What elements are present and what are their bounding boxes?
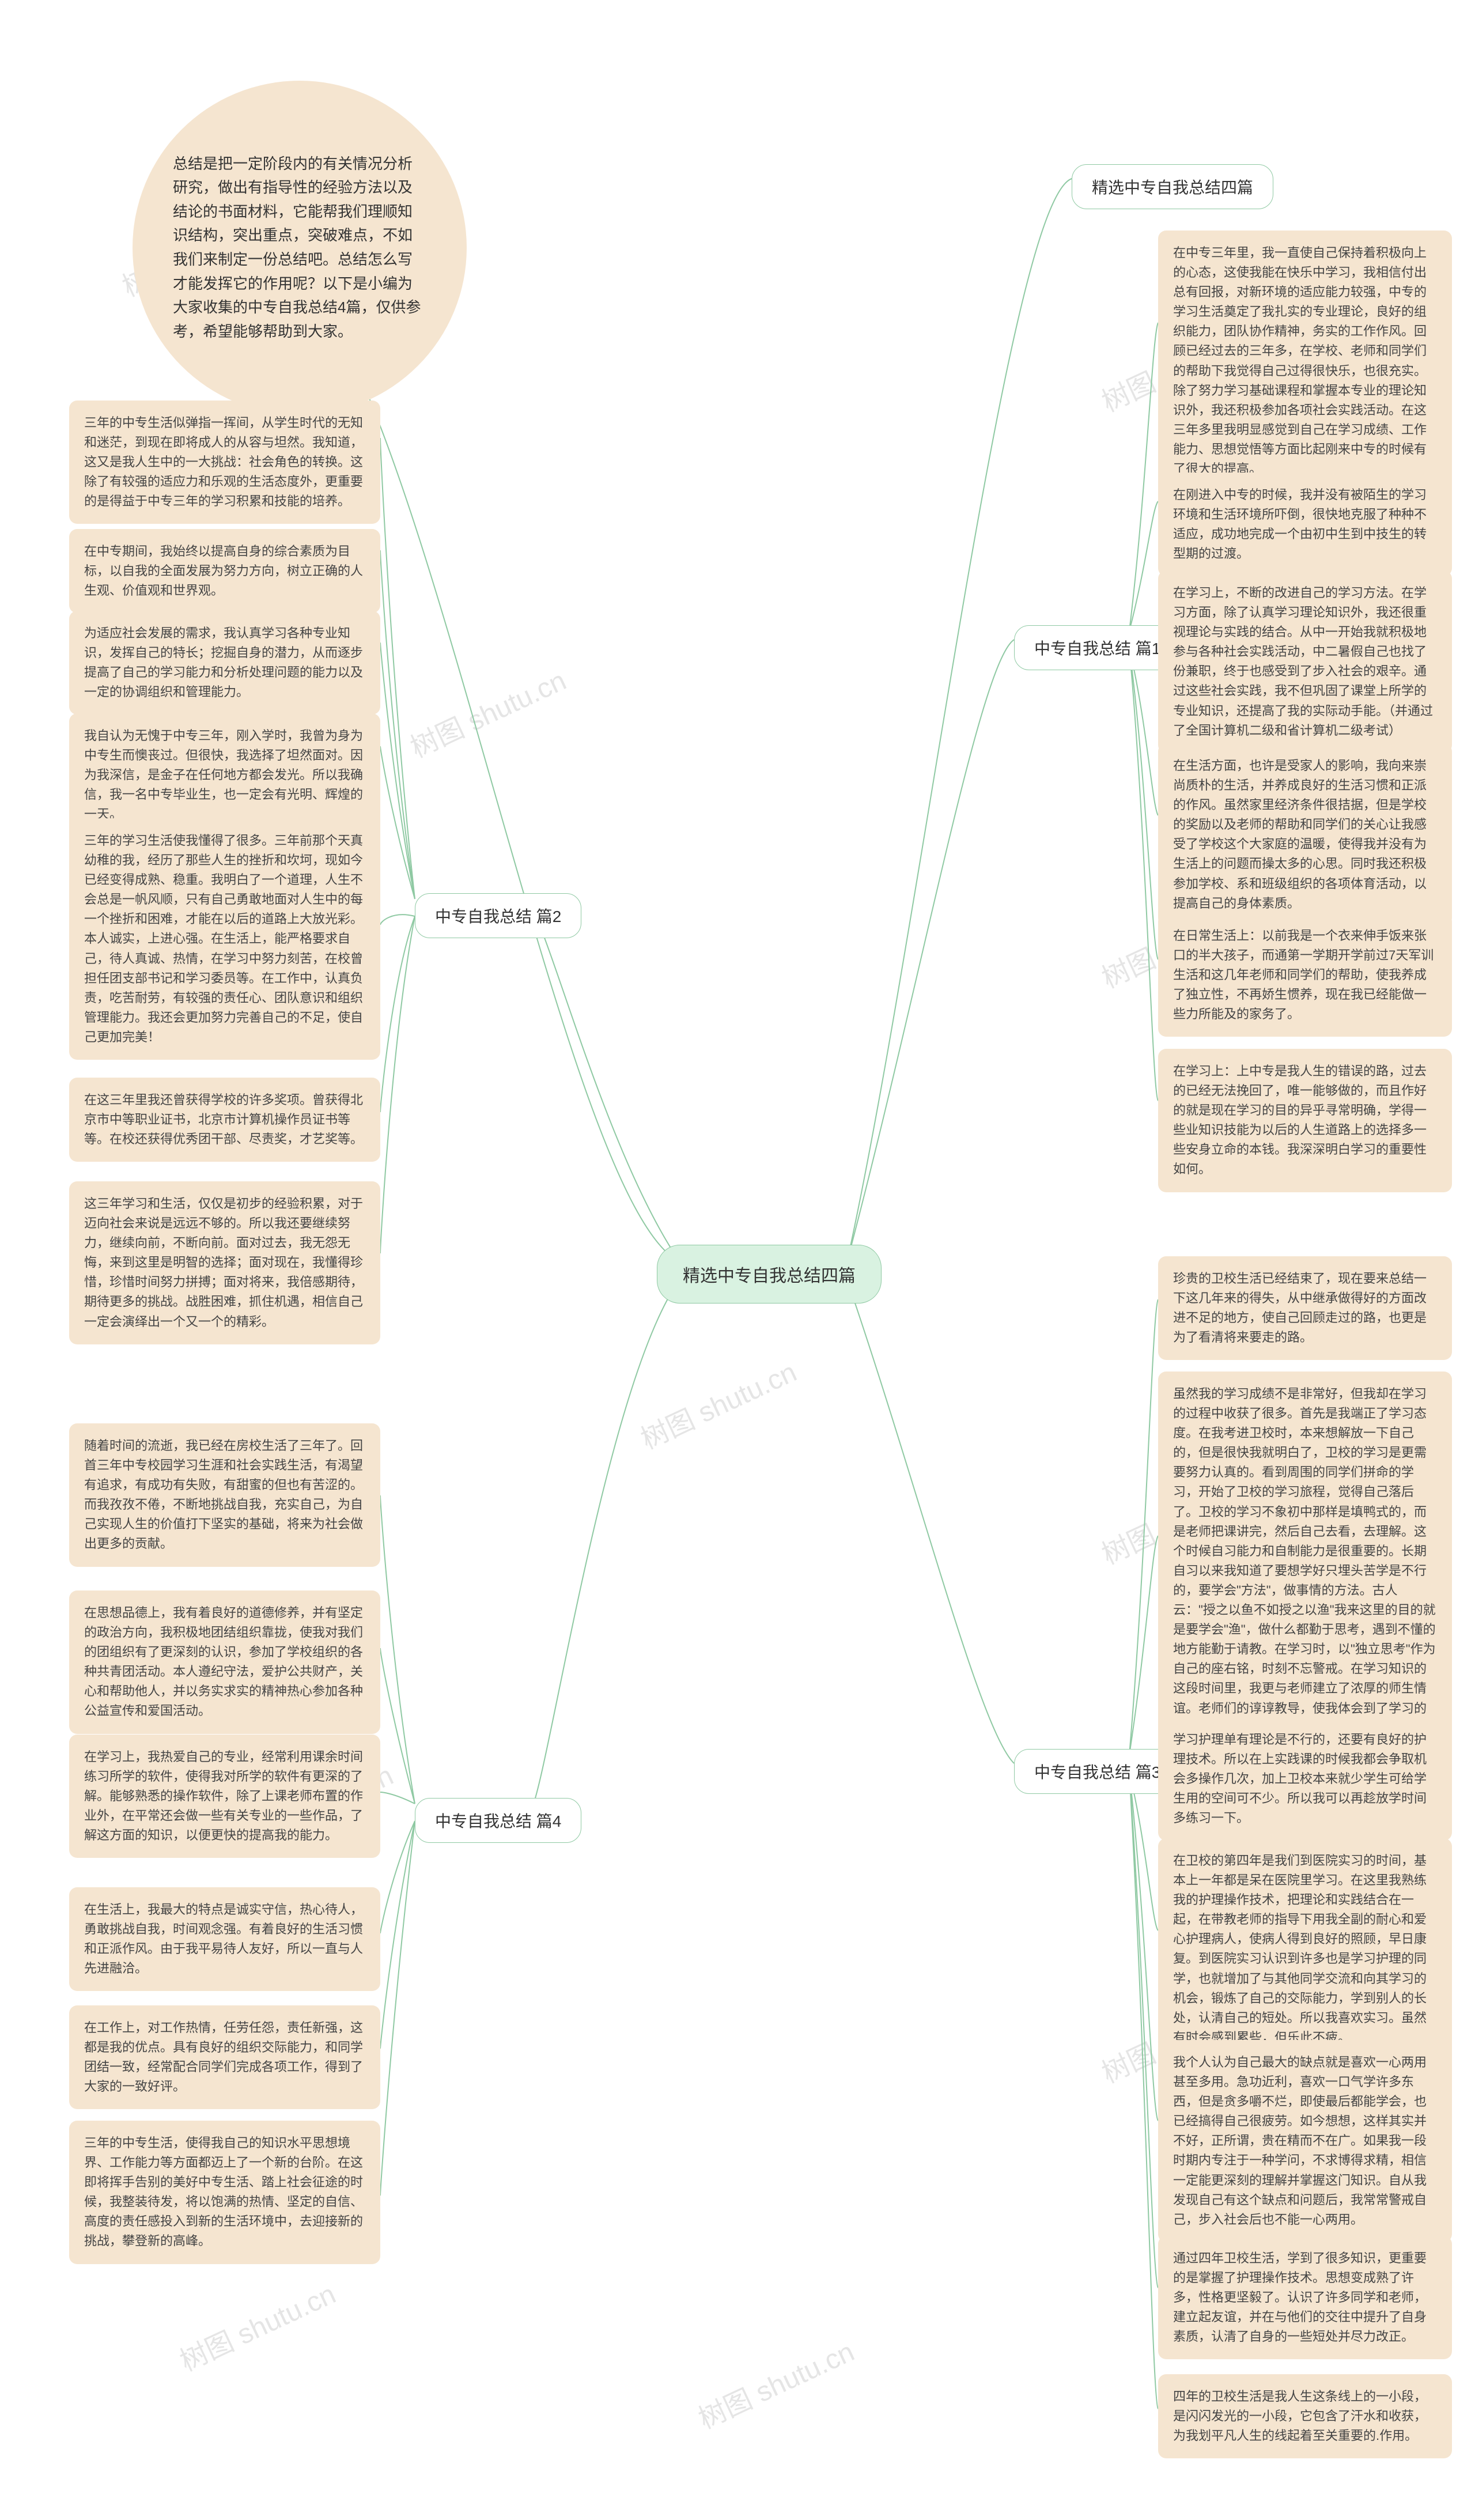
leaf-b3-0: 珍贵的卫校生活已经结束了，现在要来总结一下这几年来的得失，从中继承做得好的方面改… — [1158, 1256, 1452, 1360]
intro-node: 总结是把一定阶段内的有关情况分析研究，做出有指导性的经验方法以及结论的书面材料，… — [133, 81, 467, 415]
leaf-b4-4: 在工作上，对工作热情，任劳任怨，责任新强，这都是我的优点。具有良好的组织交际能力… — [69, 2005, 380, 2109]
branch-top-right: 精选中专自我总结四篇 — [1072, 164, 1273, 209]
leaf-b3-1: 虽然我的学习成绩不是非常好，但我却在学习的过程中收获了很多。首先是我端正了学习态… — [1158, 1372, 1452, 1770]
leaf-b4-3: 在生活上，我最大的特点是诚实守信，热心待人，勇敢挑战自我，时间观念强。有着良好的… — [69, 1887, 380, 1991]
watermark: 树图 shutu.cn — [403, 658, 572, 765]
leaf-b2-0: 三年的中专生活似弹指一挥间，从学生时代的无知和迷茫，到现在即将成人的从容与坦然。… — [69, 401, 380, 524]
leaf-b1-2: 在学习上，不断的改进自己的学习方法。在学习方面，除了认真学习理论知识外，我还很重… — [1158, 571, 1452, 753]
leaf-b1-3: 在生活方面，也许是受家人的影响，我向来崇尚质朴的生活，并养成良好的生活习惯和正派… — [1158, 743, 1452, 926]
watermark: 树图 shutu.cn — [172, 2272, 341, 2379]
leaf-b2-1: 在中专期间，我始终以提高自身的综合素质为目标，以自我的全面发展为努力方向，树立正… — [69, 529, 380, 613]
watermark: 树图 shutu.cn — [691, 2329, 860, 2436]
center-node: 精选中专自我总结四篇 — [657, 1245, 882, 1304]
leaf-b3-6: 四年的卫校生活是我人生这条线上的一小段，是闪闪发光的一小段，它包含了汗水和收获，… — [1158, 2374, 1452, 2458]
leaf-b3-5: 通过四年卫校生活，学到了很多知识，更重要的是掌握了护理操作技术。思想变成熟了许多… — [1158, 2236, 1452, 2359]
leaf-b4-0: 随着时间的流逝，我已经在房校生活了三年了。回首三年中专校园学习生涯和社会实践生活… — [69, 1423, 380, 1567]
leaf-b1-0: 在中专三年里，我一直使自己保持着积极向上的心态，这使我能在快乐中学习，我相信付出… — [1158, 231, 1452, 492]
leaf-b1-4: 在日常生活上：以前我是一个衣来伸手饭来张口的半大孩子，而通第一学期开学前过7天军… — [1158, 913, 1452, 1037]
leaf-b2-6: 这三年学习和生活，仅仅是初步的经验积累，对于迈向社会来说是远远不够的。所以我还要… — [69, 1181, 380, 1344]
leaf-b1-5: 在学习上：上中专是我人生的错误的路，过去的已经无法挽回了，唯一能够做的，而且作好… — [1158, 1049, 1452, 1192]
branch-1: 中专自我总结 篇1 — [1014, 625, 1181, 670]
leaf-b3-2: 学习护理单有理论是不行的，还要有良好的护理技术。所以在上实践课的时候我都会争取机… — [1158, 1717, 1452, 1841]
leaf-b2-2: 为适应社会发展的需求，我认真学习各种专业知识，发挥自己的特长；挖掘自身的潜力，从… — [69, 611, 380, 715]
intro-text: 总结是把一定阶段内的有关情况分析研究，做出有指导性的经验方法以及结论的书面材料，… — [173, 152, 426, 344]
leaf-b3-3: 在卫校的第四年是我们到医院实习的时间，基本上一年都是呆在医院里学习。在这里我熟练… — [1158, 1838, 1452, 2060]
leaf-b2-4: 三年的学习生活使我懂得了很多。三年前那个天真幼稚的我，经历了那些人生的挫折和坎坷… — [69, 818, 380, 1060]
leaf-b3-4: 我个人认为自己最大的缺点就是喜欢一心两用甚至多用。急功近利，喜欢一口气学许多东西… — [1158, 2040, 1452, 2242]
watermark: 树图 shutu.cn — [633, 1350, 802, 1457]
leaf-b2-5: 在这三年里我还曾获得学校的许多奖项。曾获得北京市中等职业证书，北京市计算机操作员… — [69, 1078, 380, 1162]
branch-3: 中专自我总结 篇3 — [1014, 1749, 1181, 1794]
branch-4: 中专自我总结 篇4 — [415, 1798, 581, 1843]
leaf-b1-1: 在刚进入中专的时候，我并没有被陌生的学习环境和生活环境所吓倒，很快地克服了种种不… — [1158, 473, 1452, 576]
leaf-b4-5: 三年的中专生活，使得我自己的知识水平思想境界、工作能力等方面都迈上了一个新的台阶… — [69, 2121, 380, 2264]
leaf-b4-1: 在思想品德上，我有着良好的道德修养，并有坚定的政治方向，我积极地团结组织靠拢，使… — [69, 1590, 380, 1734]
branch-2: 中专自我总结 篇2 — [415, 893, 581, 938]
leaf-b4-2: 在学习上，我热爱自己的专业，经常利用课余时间练习所学的软件，使得我对所学的软件有… — [69, 1735, 380, 1858]
